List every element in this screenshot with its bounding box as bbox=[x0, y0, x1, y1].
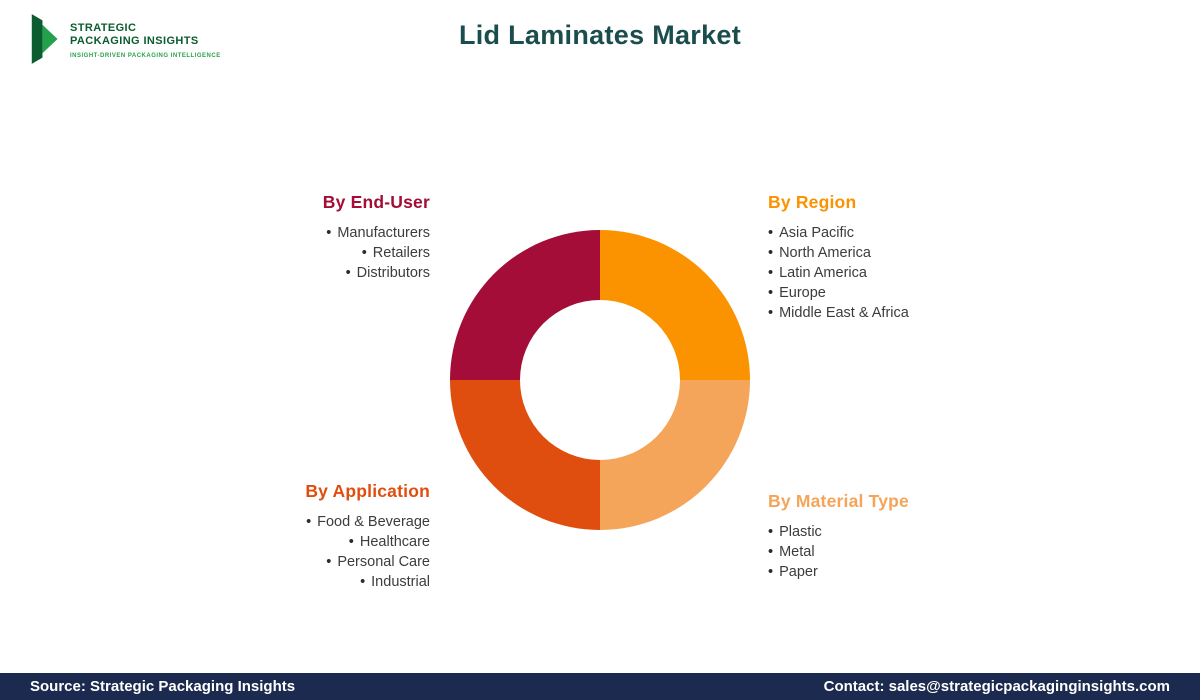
list-item: Manufacturers bbox=[180, 223, 430, 243]
logo-line-2: PACKAGING INSIGHTS bbox=[70, 35, 199, 47]
segment-list: Asia PacificNorth AmericaLatin AmericaEu… bbox=[768, 223, 1018, 323]
segment-by-material-type: By Material Type PlasticMetalPaper bbox=[768, 491, 1018, 582]
list-item: Metal bbox=[768, 542, 1018, 562]
segment-title: By Region bbox=[768, 192, 857, 212]
donut-hole bbox=[520, 300, 680, 460]
segment-by-application: By Application Food & BeverageHealthcare… bbox=[180, 481, 430, 592]
donut-chart bbox=[450, 230, 750, 530]
segment-title: By Application bbox=[305, 481, 430, 501]
segment-title: By Material Type bbox=[768, 491, 909, 511]
footer: Source: Strategic Packaging Insights Con… bbox=[0, 673, 1200, 700]
footer-contact: Contact: sales@strategicpackaginginsight… bbox=[823, 678, 1170, 695]
list-item: Healthcare bbox=[180, 532, 430, 552]
list-item: Europe bbox=[768, 283, 1018, 303]
logo-text: STRATEGIC PACKAGING INSIGHTS INSIGHT-DRI… bbox=[70, 10, 221, 59]
segment-list: ManufacturersRetailersDistributors bbox=[180, 223, 430, 283]
list-item: Distributors bbox=[180, 263, 430, 283]
segment-by-region: By Region Asia PacificNorth AmericaLatin… bbox=[768, 192, 1018, 323]
list-item: Personal Care bbox=[180, 552, 430, 572]
logo-line-1: STRATEGIC bbox=[70, 22, 137, 34]
segment-list: PlasticMetalPaper bbox=[768, 522, 1018, 582]
brand-logo: STRATEGIC PACKAGING INSIGHTS INSIGHT-DRI… bbox=[30, 10, 221, 68]
segment-list: Food & BeverageHealthcarePersonal CareIn… bbox=[180, 512, 430, 592]
list-item: Plastic bbox=[768, 522, 1018, 542]
list-item: Asia Pacific bbox=[768, 223, 1018, 243]
segment-title: By End-User bbox=[322, 192, 430, 212]
logo-arrow-icon bbox=[31, 14, 58, 64]
list-item: Retailers bbox=[180, 243, 430, 263]
list-item: Middle East & Africa bbox=[768, 303, 1018, 323]
segment-by-end-user: By End-User ManufacturersRetailersDistri… bbox=[180, 192, 430, 283]
logo-tagline: INSIGHT-DRIVEN PACKAGING INTELLIGENCE bbox=[70, 53, 221, 59]
list-item: Food & Beverage bbox=[180, 512, 430, 532]
list-item: Industrial bbox=[180, 572, 430, 592]
page-title: Lid Laminates Market bbox=[458, 20, 742, 50]
list-item: Latin America bbox=[768, 263, 1018, 283]
list-item: North America bbox=[768, 243, 1018, 263]
list-item: Paper bbox=[768, 562, 1018, 582]
footer-source: Source: Strategic Packaging Insights bbox=[30, 678, 296, 695]
